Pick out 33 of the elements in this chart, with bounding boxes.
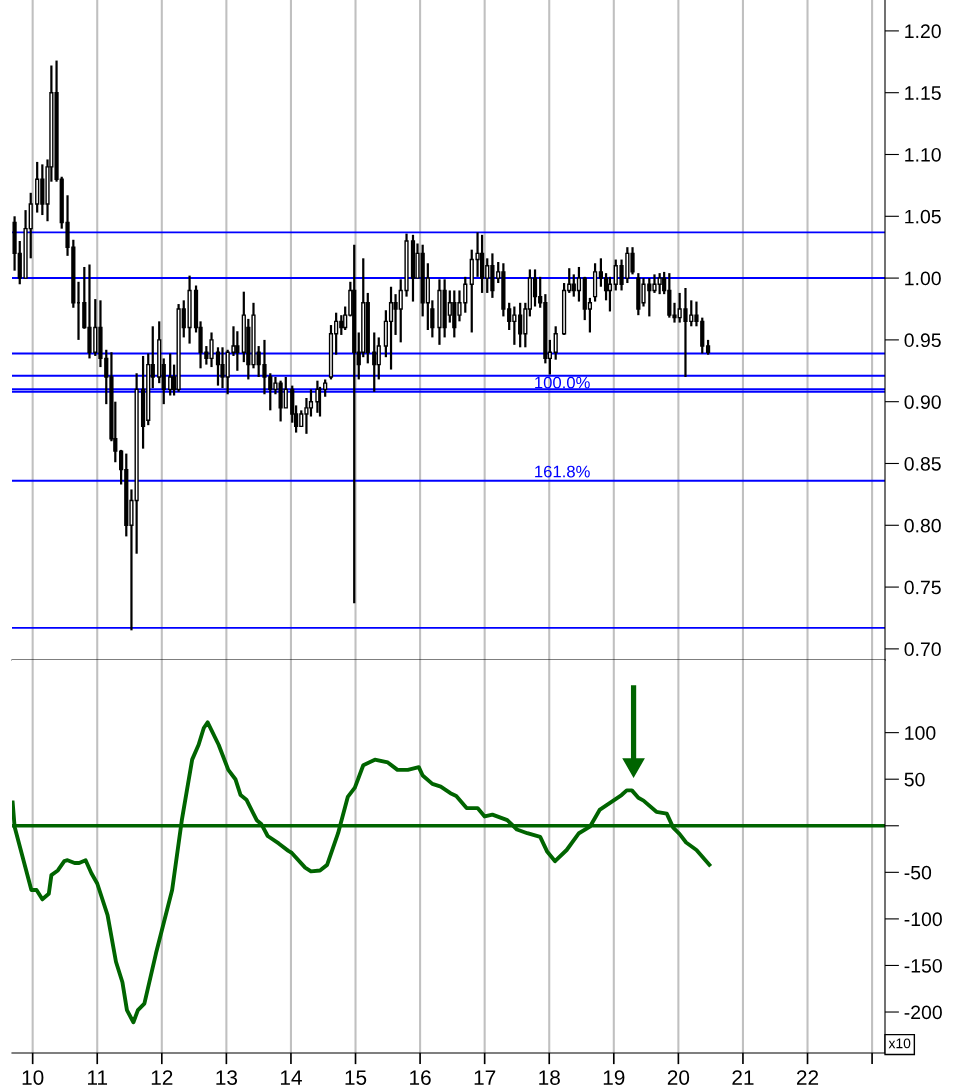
y-tick-label: 0.70	[904, 642, 941, 657]
y-tick-label: 1.10	[905, 147, 941, 162]
x-tick-label: 11	[88, 1070, 108, 1085]
y-tick-label: 1.15	[905, 86, 941, 100]
y-tick-label: -200	[904, 1005, 942, 1020]
x-tick-label: 21	[732, 1070, 754, 1085]
y-tick-label: 0.90	[904, 395, 941, 409]
y-tick-label: 1.00	[905, 271, 941, 286]
y-tick-label: 0.80	[904, 518, 941, 533]
x-tick-label: 16	[410, 1070, 431, 1085]
y-tick-label: -150	[904, 958, 942, 973]
y-tick-label: 100	[905, 726, 936, 740]
y-tick-label: 1.05	[905, 209, 941, 224]
y-tick-label: 0.85	[904, 456, 941, 471]
x-tick-label: 22	[796, 1070, 819, 1085]
y-tick-label: -50	[904, 865, 932, 880]
x-tick-label: 14	[280, 1070, 302, 1085]
x-tick-label: 15	[345, 1070, 367, 1085]
x-tick-label: 19	[603, 1070, 625, 1085]
x-tick-label: 17	[474, 1070, 496, 1085]
annotation: 161.8%	[535, 465, 590, 478]
y-tick-label: 50	[904, 772, 925, 787]
y-tick-label: -100	[904, 912, 942, 927]
x-tick-label: 13	[216, 1070, 238, 1085]
y-tick-label: 0.95	[904, 333, 941, 348]
annotation: 100.0%	[535, 376, 590, 389]
y-tick-label: 1.20	[905, 24, 941, 39]
x-tick-label: 10	[22, 1070, 44, 1085]
x-tick-label: 18	[539, 1070, 560, 1085]
x-tick-label: 20	[667, 1070, 690, 1085]
text: x10	[888, 1038, 911, 1049]
y-tick-label: 0.75	[904, 580, 941, 595]
x-tick-label: 12	[151, 1070, 173, 1085]
